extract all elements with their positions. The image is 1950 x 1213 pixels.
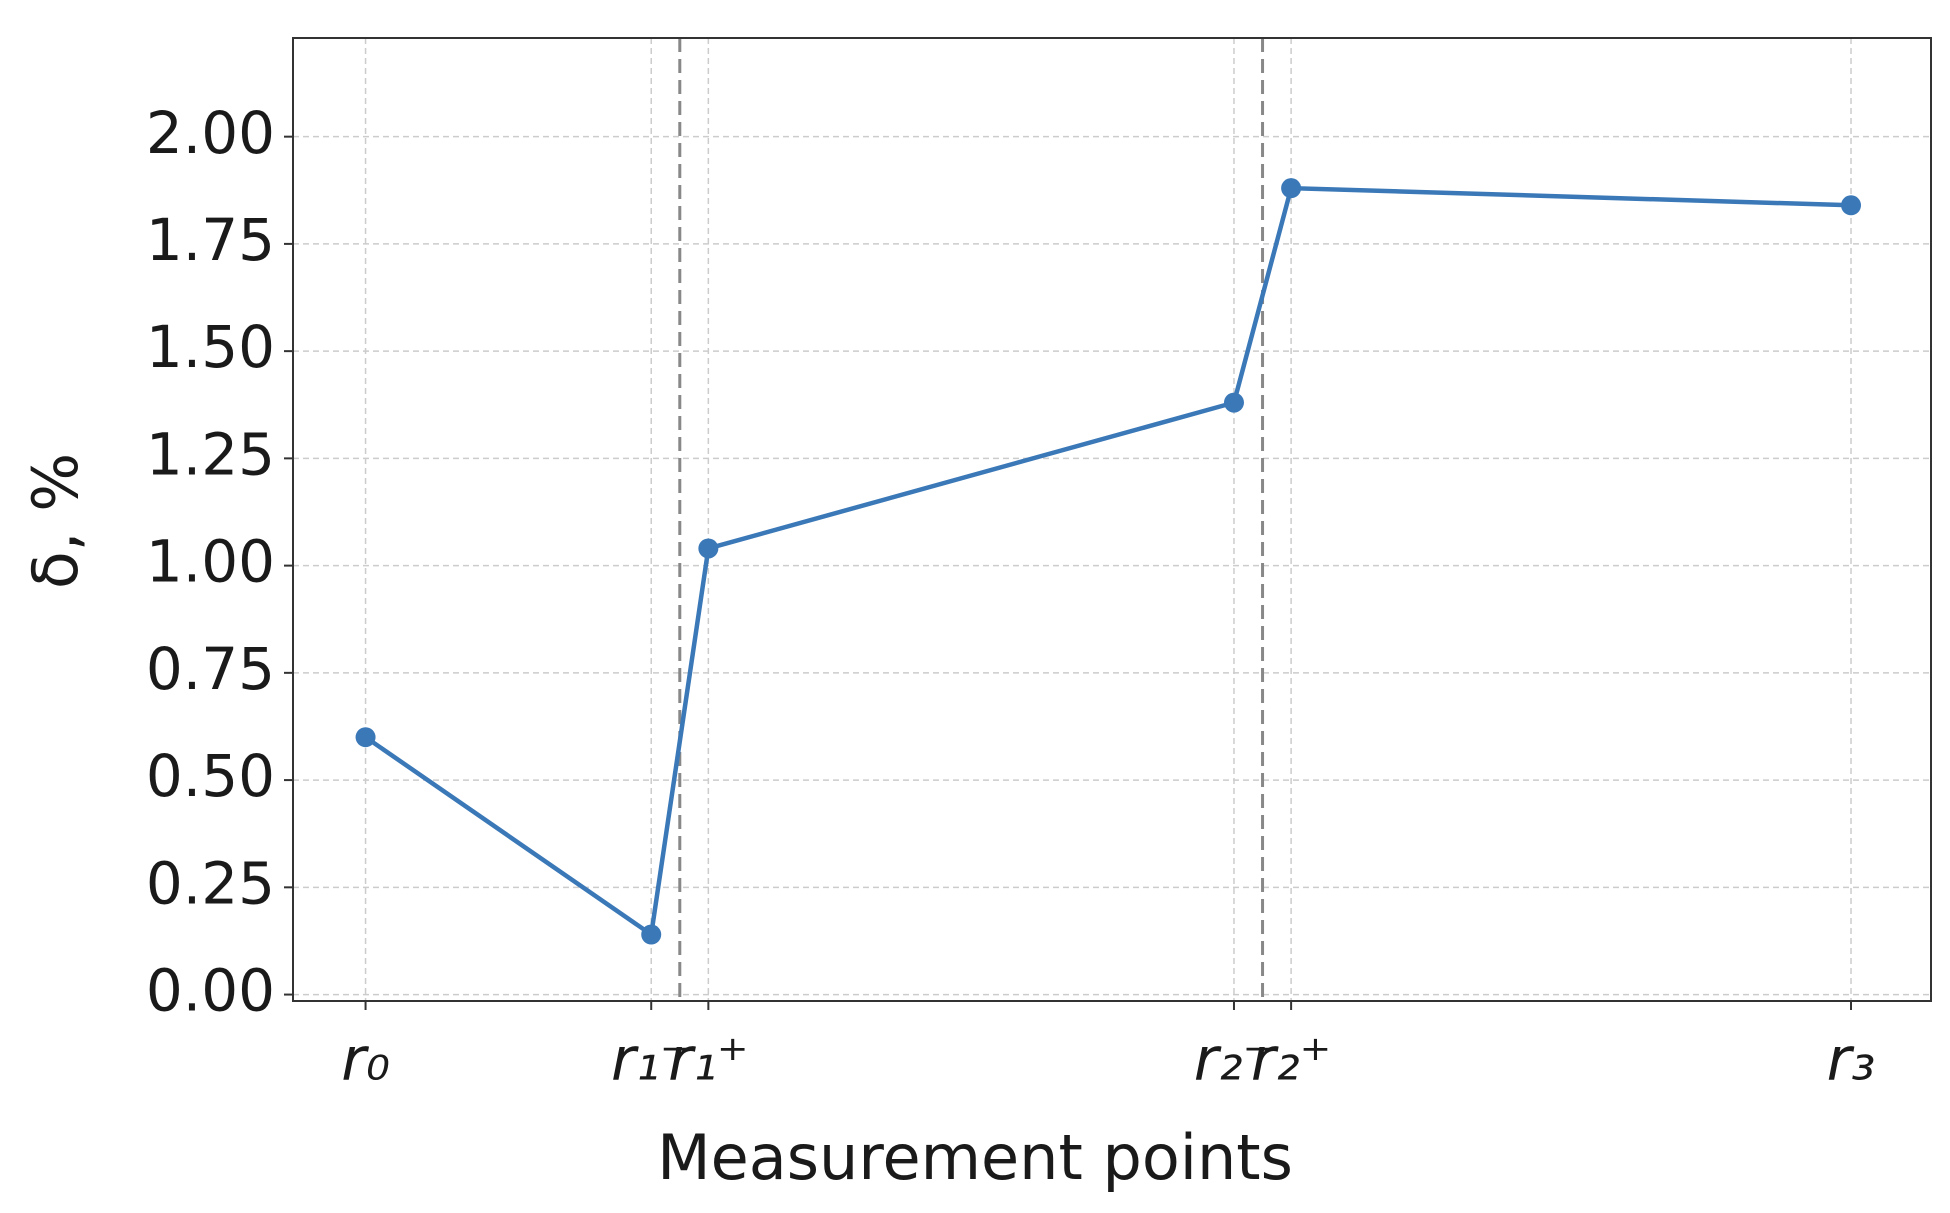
- y-tick-label: 0.50: [146, 742, 275, 810]
- y-tick-label: 1.00: [146, 528, 275, 596]
- y-axis-label: δ, %: [19, 453, 92, 589]
- x-tick-label: r₁⁺: [668, 1025, 748, 1095]
- data-line: [364, 185, 1852, 939]
- x-tick-label: r₂⁻: [1194, 1025, 1274, 1095]
- x-axis-label: Measurement points: [657, 1121, 1293, 1194]
- plot-frame: [292, 37, 1932, 1002]
- x-tick-label: r₃: [1827, 1025, 1876, 1095]
- data-point: [698, 538, 719, 559]
- x-tick-label: r₂⁺: [1251, 1025, 1331, 1095]
- x-tick-label: r₀: [341, 1025, 390, 1095]
- data-point: [1223, 392, 1244, 413]
- y-tick-label: 2.00: [146, 99, 275, 167]
- data-point: [1281, 178, 1302, 199]
- data-point: [641, 924, 662, 945]
- y-tick-label: 0.00: [146, 957, 275, 1025]
- y-tick-label: 1.75: [146, 206, 275, 274]
- data-point: [355, 727, 376, 748]
- y-tick-label: 1.25: [146, 420, 275, 488]
- y-tick-label: 1.50: [146, 313, 275, 381]
- data-point: [1841, 195, 1862, 216]
- y-tick-label: 0.75: [146, 635, 275, 703]
- y-tick-label: 0.25: [146, 849, 275, 917]
- x-tick-label: r₁⁻: [611, 1025, 691, 1095]
